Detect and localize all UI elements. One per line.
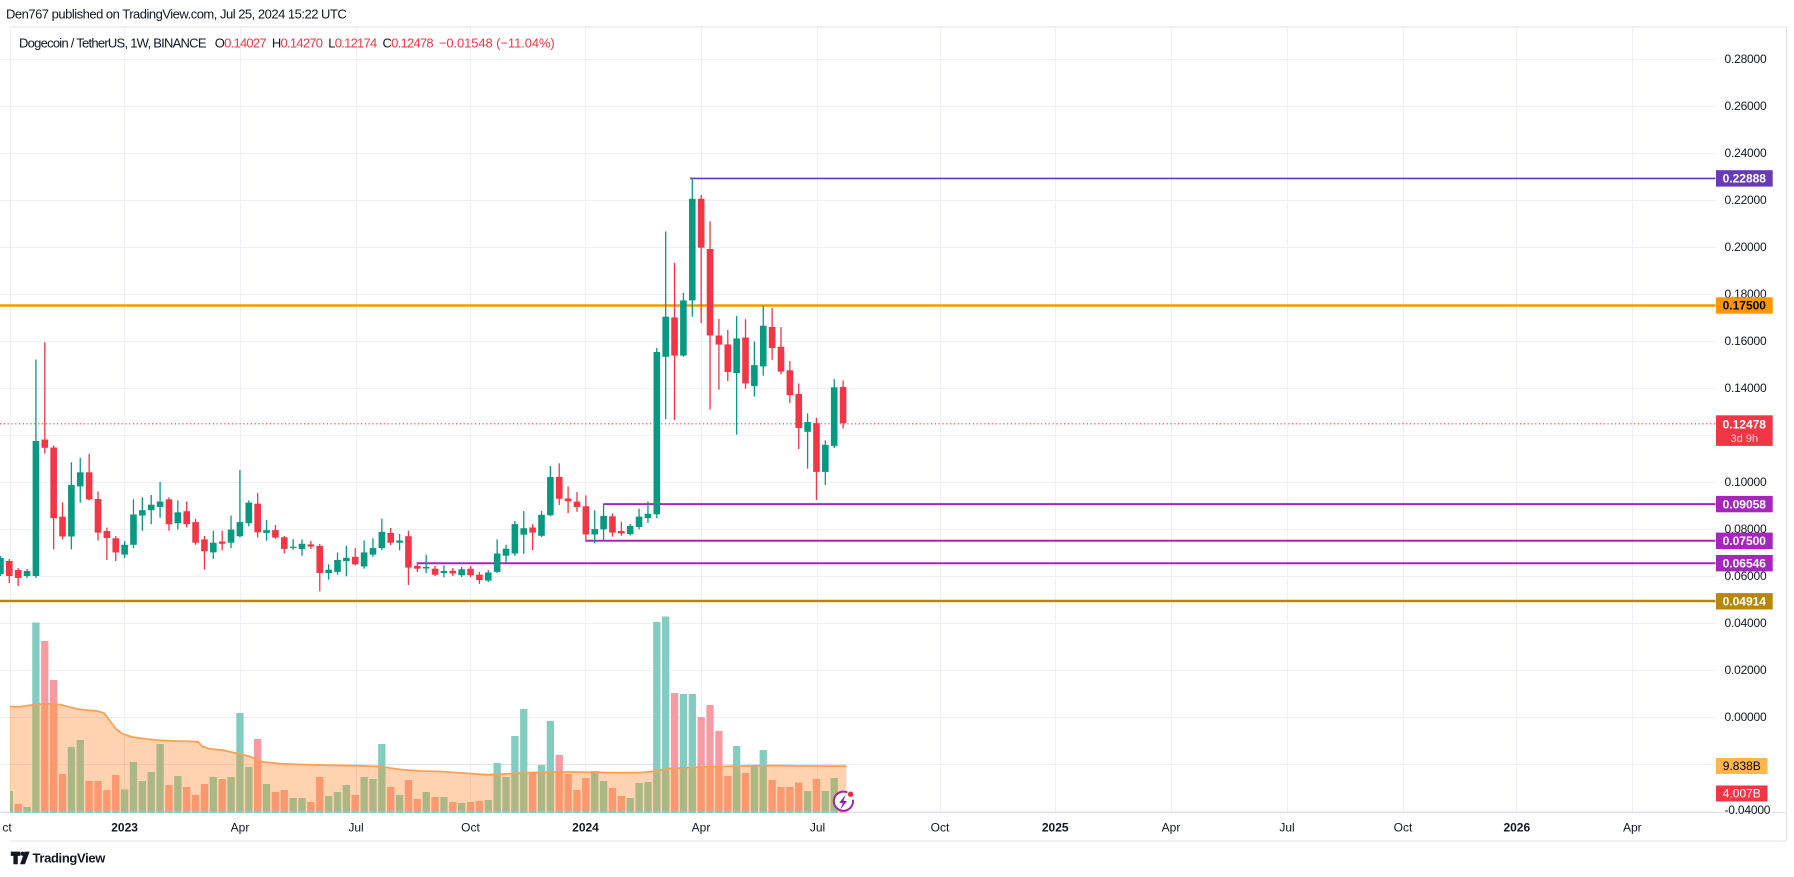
svg-text:0.14000: 0.14000 — [1725, 381, 1768, 395]
svg-text:0.06000: 0.06000 — [1725, 569, 1768, 583]
svg-text:Apr: Apr — [1623, 821, 1642, 835]
svg-text:Jul: Jul — [810, 821, 825, 835]
svg-text:0.22000: 0.22000 — [1725, 193, 1768, 207]
svg-text:Oct: Oct — [461, 821, 480, 835]
svg-text:0.00000: 0.00000 — [1725, 710, 1768, 724]
svg-text:0.07500: 0.07500 — [1723, 534, 1767, 548]
svg-text:0.26000: 0.26000 — [1725, 99, 1768, 113]
svg-text:4.007B: 4.007B — [1723, 787, 1761, 801]
svg-text:0.16000: 0.16000 — [1725, 334, 1768, 348]
svg-text:ct: ct — [2, 821, 12, 835]
svg-text:2026: 2026 — [1503, 821, 1530, 835]
svg-text:Apr: Apr — [692, 821, 711, 835]
svg-text:0.02000: 0.02000 — [1725, 663, 1768, 677]
svg-text:0.04914: 0.04914 — [1723, 595, 1767, 609]
svg-text:2025: 2025 — [1042, 821, 1069, 835]
svg-text:9.838B: 9.838B — [1723, 759, 1761, 773]
svg-text:TradingView: TradingView — [33, 851, 107, 866]
svg-text:0.17500: 0.17500 — [1723, 299, 1767, 313]
svg-text:0.04000: 0.04000 — [1725, 616, 1768, 630]
svg-text:0.28000: 0.28000 — [1725, 52, 1768, 66]
svg-text:-0.04000: -0.04000 — [1725, 803, 1771, 817]
svg-text:Den767 published on TradingVie: Den767 published on TradingView.com, Jul… — [6, 7, 346, 22]
svg-text:3d 9h: 3d 9h — [1731, 433, 1759, 445]
svg-text:Jul: Jul — [1279, 821, 1294, 835]
svg-text:Jul: Jul — [348, 821, 363, 835]
svg-text:2023: 2023 — [111, 821, 138, 835]
svg-text:0.22888: 0.22888 — [1723, 172, 1767, 186]
svg-text:0.09058: 0.09058 — [1723, 497, 1767, 511]
svg-text:Dogecoin / TetherUS, 1W, BINAN: Dogecoin / TetherUS, 1W, BINANCE O0.14027… — [19, 36, 555, 51]
svg-text:0.24000: 0.24000 — [1725, 146, 1768, 160]
svg-text:Oct: Oct — [931, 821, 950, 835]
svg-text:0.06546: 0.06546 — [1723, 556, 1767, 570]
svg-text:0.20000: 0.20000 — [1725, 240, 1768, 254]
svg-text:Apr: Apr — [1162, 821, 1181, 835]
svg-text:Oct: Oct — [1394, 821, 1413, 835]
svg-text:Apr: Apr — [231, 821, 250, 835]
svg-text:2024: 2024 — [572, 821, 599, 835]
svg-text:0.10000: 0.10000 — [1725, 475, 1768, 489]
svg-text:0.12478: 0.12478 — [1723, 417, 1767, 431]
